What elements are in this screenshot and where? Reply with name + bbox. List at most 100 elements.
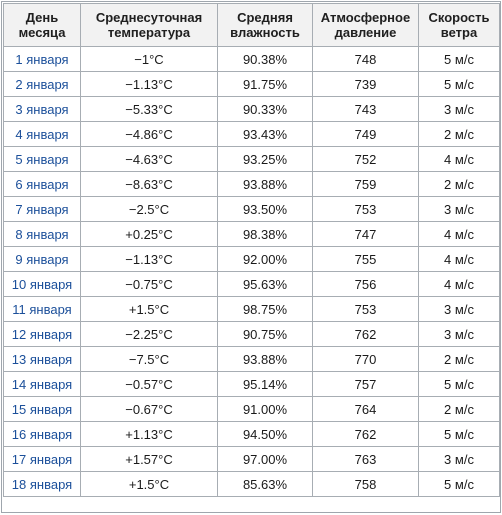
pressure-cell: 748 [312, 46, 419, 72]
pressure-cell: 764 [312, 396, 419, 422]
pressure-cell: 757 [312, 371, 419, 397]
header-humidity-line2: влажность [230, 25, 300, 40]
day-link[interactable]: 13 января [3, 346, 81, 372]
pressure-cell: 770 [312, 346, 419, 372]
table-row: 10 января −0.75°C 95.63% 756 4 м/с [3, 271, 500, 297]
temperature-cell: +0.25°C [80, 221, 218, 247]
day-link[interactable]: 11 января [3, 296, 81, 322]
header-temperature-line2: температура [107, 25, 191, 40]
day-link[interactable]: 16 января [3, 421, 81, 447]
table-row: 9 января −1.13°C 92.00% 755 4 м/с [3, 246, 500, 272]
humidity-cell: 92.00% [217, 246, 313, 272]
header-humidity-line1: Средняя [237, 10, 293, 25]
humidity-cell: 97.00% [217, 446, 313, 472]
day-link[interactable]: 5 января [3, 146, 81, 172]
table-row: 8 января +0.25°C 98.38% 747 4 м/с [3, 221, 500, 247]
day-link[interactable]: 12 января [3, 321, 81, 347]
pressure-cell: 759 [312, 171, 419, 197]
humidity-cell: 95.14% [217, 371, 313, 397]
pressure-cell: 753 [312, 196, 419, 222]
pressure-cell: 763 [312, 446, 419, 472]
temperature-cell: −0.57°C [80, 371, 218, 397]
wind-speed-cell: 2 м/с [418, 121, 500, 147]
day-link[interactable]: 1 января [3, 46, 81, 72]
day-link[interactable]: 3 января [3, 96, 81, 122]
humidity-cell: 93.50% [217, 196, 313, 222]
header-pressure-line1: Атмосферное [320, 10, 411, 25]
temperature-cell: −4.86°C [80, 121, 218, 147]
day-link[interactable]: 18 января [3, 471, 81, 497]
header-wind: Скорость ветра [418, 3, 500, 47]
humidity-cell: 91.75% [217, 71, 313, 97]
pressure-cell: 762 [312, 421, 419, 447]
humidity-cell: 90.38% [217, 46, 313, 72]
temperature-cell: −1.13°C [80, 246, 218, 272]
temperature-cell: −1.13°C [80, 71, 218, 97]
pressure-cell: 749 [312, 121, 419, 147]
header-pressure: Атмосферное давление [312, 3, 419, 47]
humidity-cell: 93.25% [217, 146, 313, 172]
day-link[interactable]: 10 января [3, 271, 81, 297]
table-row: 16 января +1.13°C 94.50% 762 5 м/с [3, 421, 500, 447]
humidity-cell: 93.88% [217, 171, 313, 197]
table-row: 11 января +1.5°C 98.75% 753 3 м/с [3, 296, 500, 322]
wind-speed-cell: 5 м/с [418, 371, 500, 397]
humidity-cell: 85.63% [217, 471, 313, 497]
temperature-cell: −8.63°C [80, 171, 218, 197]
day-link[interactable]: 9 января [3, 246, 81, 272]
day-link[interactable]: 8 января [3, 221, 81, 247]
wind-speed-cell: 2 м/с [418, 396, 500, 422]
header-day: День месяца [3, 3, 81, 47]
header-day-line1: День [25, 10, 59, 25]
temperature-cell: −4.63°C [80, 146, 218, 172]
day-link[interactable]: 7 января [3, 196, 81, 222]
temperature-cell: −1°C [80, 46, 218, 72]
humidity-cell: 90.33% [217, 96, 313, 122]
temperature-cell: −2.25°C [80, 321, 218, 347]
table-row: 4 января −4.86°C 93.43% 749 2 м/с [3, 121, 500, 147]
header-pressure-line2: давление [334, 25, 397, 40]
wind-speed-cell: 3 м/с [418, 321, 500, 347]
table-row: 13 января −7.5°C 93.88% 770 2 м/с [3, 346, 500, 372]
temperature-cell: +1.5°C [80, 471, 218, 497]
pressure-cell: 753 [312, 296, 419, 322]
pressure-cell: 739 [312, 71, 419, 97]
day-link[interactable]: 4 января [3, 121, 81, 147]
humidity-cell: 94.50% [217, 421, 313, 447]
day-link[interactable]: 17 января [3, 446, 81, 472]
header-day-line2: месяца [18, 25, 66, 40]
temperature-cell: −2.5°C [80, 196, 218, 222]
wind-speed-cell: 3 м/с [418, 296, 500, 322]
pressure-cell: 747 [312, 221, 419, 247]
weather-table: День месяца Среднесуточная температура С… [3, 3, 500, 497]
humidity-cell: 98.38% [217, 221, 313, 247]
day-link[interactable]: 6 января [3, 171, 81, 197]
humidity-cell: 98.75% [217, 296, 313, 322]
wind-speed-cell: 4 м/с [418, 271, 500, 297]
day-link[interactable]: 2 января [3, 71, 81, 97]
header-temperature-line1: Среднесуточная [95, 10, 203, 25]
wind-speed-cell: 2 м/с [418, 346, 500, 372]
table-row: 18 января +1.5°C 85.63% 758 5 м/с [3, 471, 500, 497]
day-link[interactable]: 14 января [3, 371, 81, 397]
header-wind-line1: Скорость [428, 10, 490, 25]
table-row: 5 января −4.63°C 93.25% 752 4 м/с [3, 146, 500, 172]
header-wind-line2: ветра [440, 25, 478, 40]
pressure-cell: 758 [312, 471, 419, 497]
table-header: День месяца Среднесуточная температура С… [3, 3, 500, 47]
wind-speed-cell: 5 м/с [418, 471, 500, 497]
wind-speed-cell: 4 м/с [418, 146, 500, 172]
day-link[interactable]: 15 января [3, 396, 81, 422]
pressure-cell: 756 [312, 271, 419, 297]
temperature-cell: +1.5°C [80, 296, 218, 322]
wind-speed-cell: 4 м/с [418, 221, 500, 247]
table-row: 1 января −1°C 90.38% 748 5 м/с [3, 46, 500, 72]
temperature-cell: −5.33°C [80, 96, 218, 122]
table-row: 2 января −1.13°C 91.75% 739 5 м/с [3, 71, 500, 97]
pressure-cell: 752 [312, 146, 419, 172]
table-row: 17 января +1.57°C 97.00% 763 3 м/с [3, 446, 500, 472]
humidity-cell: 95.63% [217, 271, 313, 297]
humidity-cell: 91.00% [217, 396, 313, 422]
wind-speed-cell: 3 м/с [418, 96, 500, 122]
